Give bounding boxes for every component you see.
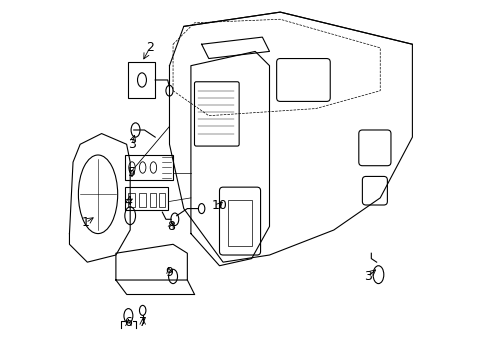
Text: 5: 5 — [128, 166, 136, 179]
Bar — [124, 155, 173, 180]
Text: 6: 6 — [124, 316, 132, 329]
Text: 3: 3 — [363, 270, 371, 283]
Text: 4: 4 — [124, 195, 132, 208]
Bar — [128, 193, 135, 207]
Text: 7: 7 — [139, 316, 146, 329]
Bar — [124, 187, 167, 210]
Text: 3: 3 — [128, 138, 136, 151]
Bar — [159, 193, 165, 207]
Text: 10: 10 — [211, 198, 227, 212]
Text: 8: 8 — [167, 220, 175, 233]
Bar — [228, 200, 251, 246]
Text: 1: 1 — [81, 216, 89, 229]
Text: 9: 9 — [165, 266, 173, 279]
Bar — [128, 62, 155, 98]
Text: 2: 2 — [145, 41, 153, 54]
Bar — [149, 193, 156, 207]
Bar — [139, 193, 145, 207]
